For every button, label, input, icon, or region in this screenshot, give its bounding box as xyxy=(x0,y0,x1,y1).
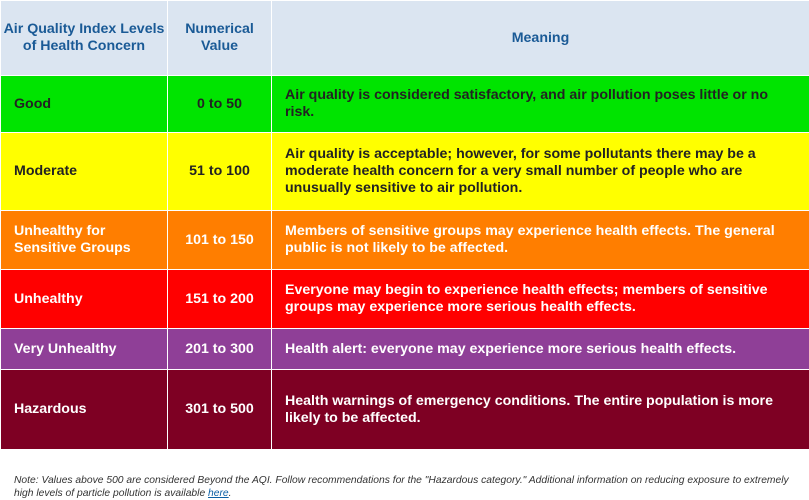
level-cell: Moderate xyxy=(1,133,168,211)
range-cell: 151 to 200 xyxy=(168,270,272,329)
range-cell: 51 to 100 xyxy=(168,133,272,211)
level-cell: Unhealthy xyxy=(1,270,168,329)
header-level: Air Quality Index Levels of Health Conce… xyxy=(1,1,168,76)
here-link[interactable]: here xyxy=(208,488,229,499)
meaning-cell: Air quality is acceptable; however, for … xyxy=(272,133,809,211)
footnote-tail: . xyxy=(229,488,232,499)
header-meaning: Meaning xyxy=(272,1,809,76)
range-cell: 201 to 300 xyxy=(168,329,272,370)
table-row-good: Good 0 to 50 Air quality is considered s… xyxy=(1,76,809,133)
range-cell: 301 to 500 xyxy=(168,370,272,450)
range-cell: 0 to 50 xyxy=(168,76,272,133)
aqi-table: Air Quality Index Levels of Health Conce… xyxy=(0,0,809,450)
table-row-unhealthy: Unhealthy 151 to 200 Everyone may begin … xyxy=(1,270,809,329)
header-numerical-value: Numerical Value xyxy=(168,1,272,76)
header-row: Air Quality Index Levels of Health Conce… xyxy=(1,1,809,76)
footnote: Note: Values above 500 are considered Be… xyxy=(14,474,804,500)
meaning-cell: Members of sensitive groups may experien… xyxy=(272,211,809,270)
table-row-hazardous: Hazardous 301 to 500 Health warnings of … xyxy=(1,370,809,450)
level-cell: Good xyxy=(1,76,168,133)
range-cell: 101 to 150 xyxy=(168,211,272,270)
meaning-cell: Health warnings of emergency conditions.… xyxy=(272,370,809,450)
level-cell: Very Unhealthy xyxy=(1,329,168,370)
meaning-cell: Everyone may begin to experience health … xyxy=(272,270,809,329)
table-row-moderate: Moderate 51 to 100 Air quality is accept… xyxy=(1,133,809,211)
table-row-very-unhealthy: Very Unhealthy 201 to 300 Health alert: … xyxy=(1,329,809,370)
level-cell: Unhealthy for Sensitive Groups xyxy=(1,211,168,270)
meaning-cell: Health alert: everyone may experience mo… xyxy=(272,329,809,370)
table-row-unhealthy-sensitive: Unhealthy for Sensitive Groups 101 to 15… xyxy=(1,211,809,270)
footnote-text: Note: Values above 500 are considered Be… xyxy=(14,475,789,499)
meaning-cell: Air quality is considered satisfactory, … xyxy=(272,76,809,133)
level-cell: Hazardous xyxy=(1,370,168,450)
